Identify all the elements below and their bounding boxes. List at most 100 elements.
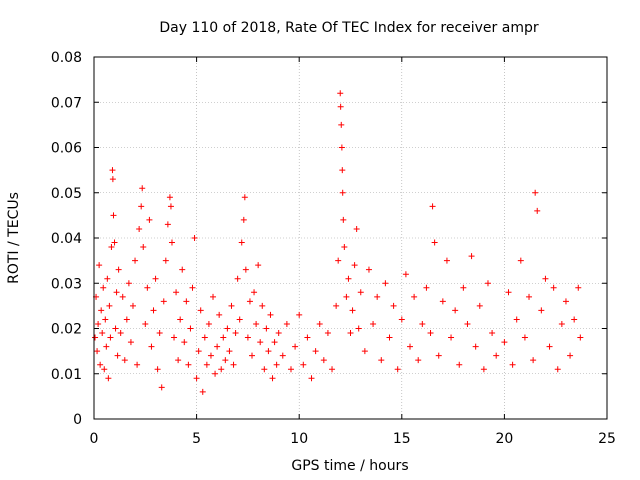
data-point — [144, 284, 151, 291]
y-tick-label: 0.01 — [51, 367, 82, 383]
data-point — [181, 339, 188, 346]
data-point — [191, 235, 198, 241]
data-point — [156, 330, 163, 337]
data-point — [300, 361, 307, 368]
data-point — [214, 343, 221, 350]
data-point — [113, 289, 120, 296]
y-tick-label: 0.04 — [51, 231, 82, 247]
x-tick-label: 20 — [495, 431, 513, 447]
data-point — [538, 307, 545, 314]
data-point — [308, 375, 315, 382]
x-tick-label: 5 — [192, 431, 201, 447]
data-point — [530, 357, 537, 364]
data-point — [104, 275, 111, 282]
data-point — [199, 388, 206, 395]
data-point — [448, 334, 455, 341]
data-point — [534, 207, 541, 214]
data-point — [127, 339, 134, 346]
data-point — [152, 275, 159, 282]
data-point — [114, 352, 121, 359]
data-point — [394, 366, 401, 373]
data-point — [193, 375, 200, 382]
data-point — [253, 320, 260, 327]
data-point — [287, 366, 294, 373]
data-point — [110, 212, 117, 219]
data-point — [148, 343, 155, 350]
data-point — [92, 334, 99, 341]
data-point — [550, 284, 557, 291]
data-point — [269, 375, 276, 382]
data-point — [171, 334, 178, 341]
y-tick-label: 0.02 — [51, 322, 82, 338]
data-point — [158, 384, 165, 391]
data-point — [189, 284, 196, 291]
data-point — [251, 289, 258, 296]
data-point — [456, 361, 463, 368]
data-point — [521, 334, 528, 341]
data-point — [333, 302, 340, 309]
data-point — [324, 330, 331, 337]
data-point — [220, 334, 227, 341]
data-point — [265, 348, 272, 355]
data-point — [179, 266, 186, 273]
data-point — [415, 357, 422, 364]
data-point — [341, 244, 348, 251]
data-point — [273, 361, 280, 368]
data-point — [261, 366, 268, 373]
data-point — [99, 330, 106, 337]
data-point — [167, 203, 174, 210]
data-point — [526, 293, 533, 300]
y-tick-labels: 0 0.01 0.02 0.03 0.04 0.05 0.06 0.07 0.08 — [51, 50, 82, 428]
data-point — [255, 262, 262, 269]
data-point — [160, 298, 167, 305]
data-point — [177, 316, 184, 323]
data-point — [168, 239, 175, 246]
data-point — [115, 266, 122, 273]
data-point — [378, 357, 385, 364]
data-point — [316, 320, 323, 327]
data-point — [146, 216, 153, 223]
data-point — [382, 280, 389, 287]
data-point — [452, 307, 459, 314]
data-point — [105, 375, 112, 382]
data-point — [132, 257, 139, 264]
data-point — [349, 307, 356, 314]
data-point — [275, 330, 282, 337]
data-point — [230, 361, 237, 368]
data-point — [542, 275, 549, 282]
data-point — [468, 253, 475, 260]
data-point — [109, 167, 116, 174]
data-point — [343, 293, 350, 300]
x-tick-label: 25 — [598, 431, 616, 447]
data-point — [263, 325, 270, 332]
data-point — [370, 320, 377, 327]
data-point — [509, 361, 516, 368]
data-point — [106, 302, 113, 309]
data-point — [244, 334, 251, 341]
data-point — [197, 307, 204, 314]
data-point — [558, 320, 565, 327]
axis-ticks — [93, 56, 608, 420]
data-point — [361, 348, 368, 355]
data-point — [111, 239, 118, 246]
y-tick-label: 0.07 — [51, 95, 82, 111]
data-point — [338, 121, 345, 128]
data-point — [210, 293, 217, 300]
data-point — [117, 330, 124, 337]
data-point — [435, 352, 442, 359]
data-point — [173, 289, 180, 296]
data-point — [571, 316, 578, 323]
y-tick-label: 0.03 — [51, 276, 82, 292]
data-point — [575, 284, 582, 291]
data-point — [304, 334, 311, 341]
data-point — [296, 311, 303, 318]
data-point — [236, 316, 243, 323]
data-point — [429, 203, 436, 210]
data-point — [338, 144, 345, 151]
data-point — [226, 348, 233, 355]
data-point — [374, 293, 381, 300]
data-point — [517, 257, 524, 264]
data-point — [123, 316, 130, 323]
plot-frame — [93, 56, 608, 420]
